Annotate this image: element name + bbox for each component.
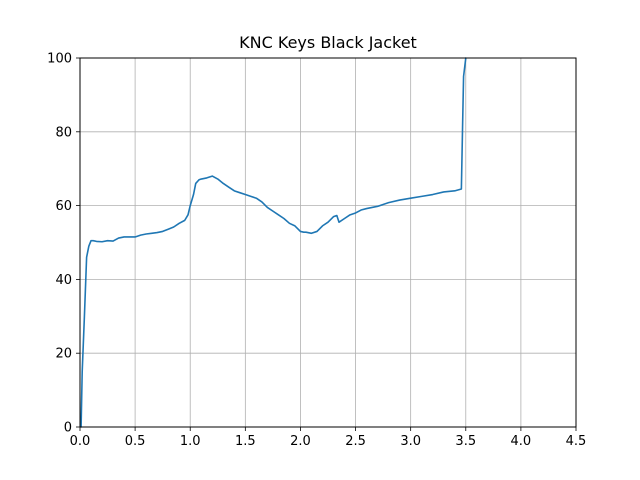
y-tick-label: 100 bbox=[47, 52, 72, 67]
y-tick-label: 60 bbox=[55, 199, 72, 214]
y-tick-label: 0 bbox=[64, 421, 72, 436]
series-line-0 bbox=[80, 57, 467, 428]
x-tick-label: 0.5 bbox=[125, 434, 146, 449]
x-tick-label: 2.0 bbox=[290, 434, 311, 449]
y-tick-label: 20 bbox=[55, 347, 72, 362]
x-tick-label: 4.0 bbox=[511, 434, 532, 449]
y-tick-label: 80 bbox=[55, 125, 72, 140]
x-tick-label: 2.5 bbox=[345, 434, 366, 449]
ticks: 0.0 0.5 1.0 1.5 2.0 2.5 3.0 3.5 4.0 4.5 0 20 40 60 80 1… bbox=[47, 52, 586, 450]
x-tick-label: 3.5 bbox=[455, 434, 476, 449]
chart-title: KNC Keys Black Jacket bbox=[239, 33, 417, 52]
series-layer bbox=[80, 57, 467, 428]
x-tick-label: 4.5 bbox=[566, 434, 587, 449]
plot-frame bbox=[79, 57, 577, 428]
x-tick-label: 1.0 bbox=[180, 434, 201, 449]
x-tick-label: 1.5 bbox=[235, 434, 256, 449]
x-tick-label: 0.0 bbox=[70, 434, 91, 449]
y-tick-label: 40 bbox=[55, 273, 72, 288]
x-tick-label: 3.0 bbox=[400, 434, 421, 449]
